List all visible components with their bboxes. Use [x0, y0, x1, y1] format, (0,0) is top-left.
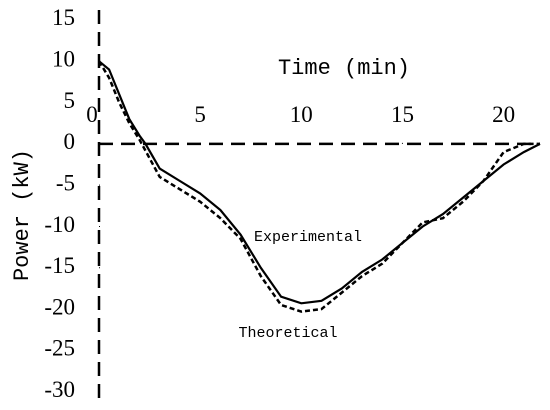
y-tick-label: 15	[52, 5, 75, 30]
series-label: Experimental	[254, 229, 362, 246]
y-tick-label: -20	[44, 294, 75, 319]
y-tick-label: -10	[44, 212, 75, 237]
x-tick-label: 10	[290, 102, 313, 127]
y-tick-label: 5	[64, 88, 76, 113]
data-line	[98, 60, 541, 305]
y-tick-label: -30	[44, 377, 75, 402]
x-axis-label: Time (min)	[278, 56, 410, 81]
y-tick-label: -5	[56, 170, 75, 195]
x-tick-label: 0	[86, 102, 98, 127]
data-line	[97, 60, 540, 313]
y-tick-label: 0	[64, 129, 76, 154]
x-tick-label: 15	[391, 102, 414, 127]
y-tick-label: -15	[44, 253, 75, 278]
x-tick-label: 20	[492, 102, 515, 127]
y-axis-label: Power (kW)	[10, 149, 35, 281]
x-tick-label: 5	[194, 102, 206, 127]
series-label: Theoretical	[238, 325, 337, 342]
y-tick-label: 10	[52, 47, 75, 72]
y-tick-label: -25	[44, 336, 75, 361]
